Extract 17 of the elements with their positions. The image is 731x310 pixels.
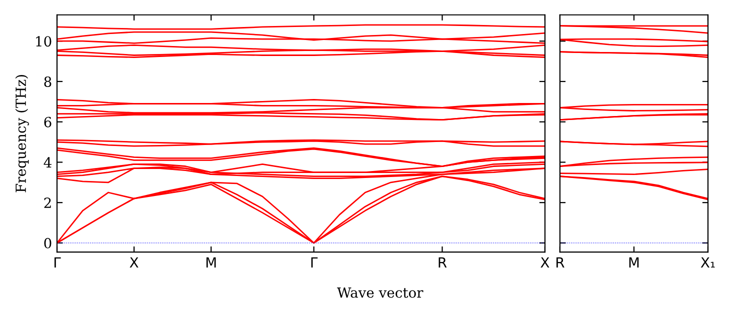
x-tick-label: M [629, 257, 639, 268]
x-tick-label: Γ [311, 257, 318, 268]
x-tick-label: X [540, 257, 550, 268]
y-tick-label: 4 [44, 157, 52, 168]
x-tick-label: M [206, 257, 216, 268]
x-tick-label: Γ [54, 257, 61, 268]
y-tick-label: 10 [36, 36, 52, 47]
y-tick-label: 0 [44, 238, 52, 248]
x-tick-label: R [556, 257, 564, 268]
x-tick-label: R [438, 257, 447, 268]
x-tick-label: X [130, 257, 138, 268]
y-tick-label: 6 [44, 116, 52, 128]
x-axis-title: Wave vector [337, 287, 424, 298]
x-tick-label: X₁ [700, 257, 715, 268]
y-axis-title: Frequency (THz) [15, 75, 29, 192]
y-tick-label: 8 [44, 76, 52, 87]
y-tick-label: 2 [44, 198, 51, 208]
